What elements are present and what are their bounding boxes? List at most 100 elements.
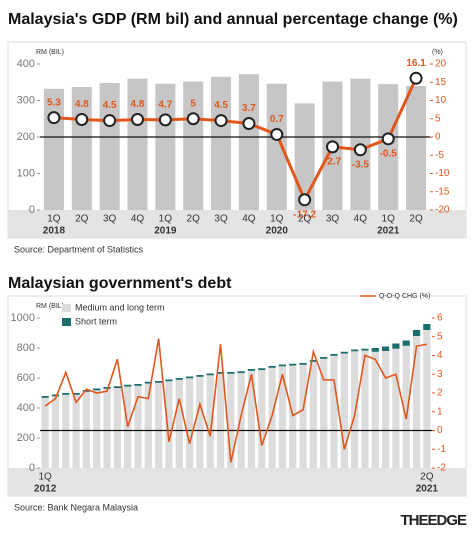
data-label: 5	[190, 98, 196, 109]
chart-title: Malaysian government's debt	[8, 275, 232, 292]
marker	[298, 193, 312, 207]
data-label: 4.8	[131, 99, 145, 110]
bar	[51, 396, 60, 468]
y2-tick-label: -1	[437, 444, 446, 455]
line	[44, 338, 427, 463]
bar	[371, 351, 379, 468]
data-label: 4.5	[214, 100, 228, 111]
bar	[309, 361, 317, 468]
y2-tick-label: 15	[435, 77, 447, 88]
bar	[258, 370, 266, 468]
marker	[47, 111, 61, 125]
bar	[309, 360, 317, 362]
x-year-label: 2021	[377, 226, 400, 237]
bar	[361, 348, 369, 351]
bar	[299, 363, 307, 365]
bar	[320, 357, 328, 359]
chart-title: Malaysia's GDP (RM bil) and annual perce…	[8, 11, 458, 28]
bar	[144, 381, 152, 384]
x-tick-label: 1Q	[38, 472, 52, 483]
bar	[320, 358, 328, 468]
data-label: 3.7	[242, 103, 256, 114]
bar	[278, 364, 287, 367]
bar	[103, 388, 111, 468]
y-tick-label: 800	[17, 342, 35, 354]
x-axis-band	[8, 210, 466, 238]
data-label: -0.5	[380, 148, 398, 159]
bar	[185, 376, 194, 379]
bar	[412, 336, 421, 468]
source: Source: Department of Statistics	[14, 244, 144, 254]
bar	[155, 382, 163, 468]
bar	[381, 351, 390, 468]
x-tick-label: 4Q	[354, 214, 368, 225]
bar	[340, 351, 348, 354]
y-axis-label: RM (BIL)	[36, 49, 64, 56]
x-tick-label: 2Q	[420, 472, 434, 483]
bar	[93, 390, 101, 468]
y-tick-label: 0	[29, 204, 35, 216]
bar	[278, 366, 287, 468]
bar	[62, 394, 70, 468]
data-label: 4.7	[158, 99, 172, 110]
bar	[93, 388, 101, 391]
y2-axis-label: (%)	[432, 49, 443, 56]
bar	[381, 346, 390, 351]
bar	[392, 348, 400, 468]
y-tick-label: 400	[17, 402, 35, 414]
marker	[103, 114, 117, 128]
x-tick-label: 4Q	[131, 214, 145, 225]
marker	[131, 112, 144, 126]
bar	[155, 381, 163, 383]
bar	[423, 330, 431, 468]
bar	[378, 84, 399, 210]
y-tick-label: 400	[17, 58, 35, 70]
bar	[402, 340, 410, 346]
bar	[237, 373, 245, 468]
x-tick-label: 3Q	[326, 214, 340, 225]
bar	[294, 103, 315, 210]
marker	[214, 114, 228, 128]
y-tick-label: 0	[29, 462, 35, 474]
x-year-label: 2012	[34, 484, 57, 495]
legend-label: Medium and long term	[75, 302, 165, 312]
x-tick-label: 4Q	[242, 214, 256, 225]
legend-label: Short term	[75, 316, 117, 326]
bar	[351, 349, 359, 352]
bar	[206, 373, 214, 376]
y2-tick-label: 1	[437, 406, 443, 417]
y2-tick-label: 3	[437, 369, 443, 380]
y2-tick-label: 10	[435, 95, 447, 106]
x-tick-label: 1Q	[47, 214, 61, 225]
bar	[247, 370, 256, 468]
y-tick-label: 600	[17, 372, 35, 384]
marker	[158, 113, 172, 127]
x-tick-label: 1Q	[270, 214, 284, 225]
bar	[196, 375, 204, 377]
y2-tick-label: 0	[437, 425, 443, 436]
y2-tick-label: 4	[437, 350, 443, 361]
x-tick-label: 1Q	[382, 214, 396, 225]
bar	[299, 364, 307, 468]
bar	[423, 324, 431, 330]
x-tick-label: 2Q	[75, 214, 89, 225]
y2-tick-label: -10	[435, 168, 450, 179]
data-label: -17.2	[293, 209, 316, 220]
x-tick-label: 3Q	[214, 214, 228, 225]
source: Source: Bank Negara Malaysia	[14, 502, 138, 512]
marker	[270, 127, 284, 141]
marker	[409, 71, 423, 85]
bar	[330, 355, 338, 468]
logo: THEEDGE	[400, 512, 467, 529]
bar	[247, 369, 256, 371]
x-year-label: 2021	[416, 484, 439, 495]
bar	[185, 378, 194, 468]
data-label: -2.7	[324, 156, 342, 167]
bar	[144, 383, 152, 468]
bar	[113, 388, 121, 468]
bar	[155, 83, 176, 210]
bar	[351, 351, 359, 468]
marker	[326, 140, 339, 154]
y-axis-label: RM (BIL)	[36, 303, 64, 310]
